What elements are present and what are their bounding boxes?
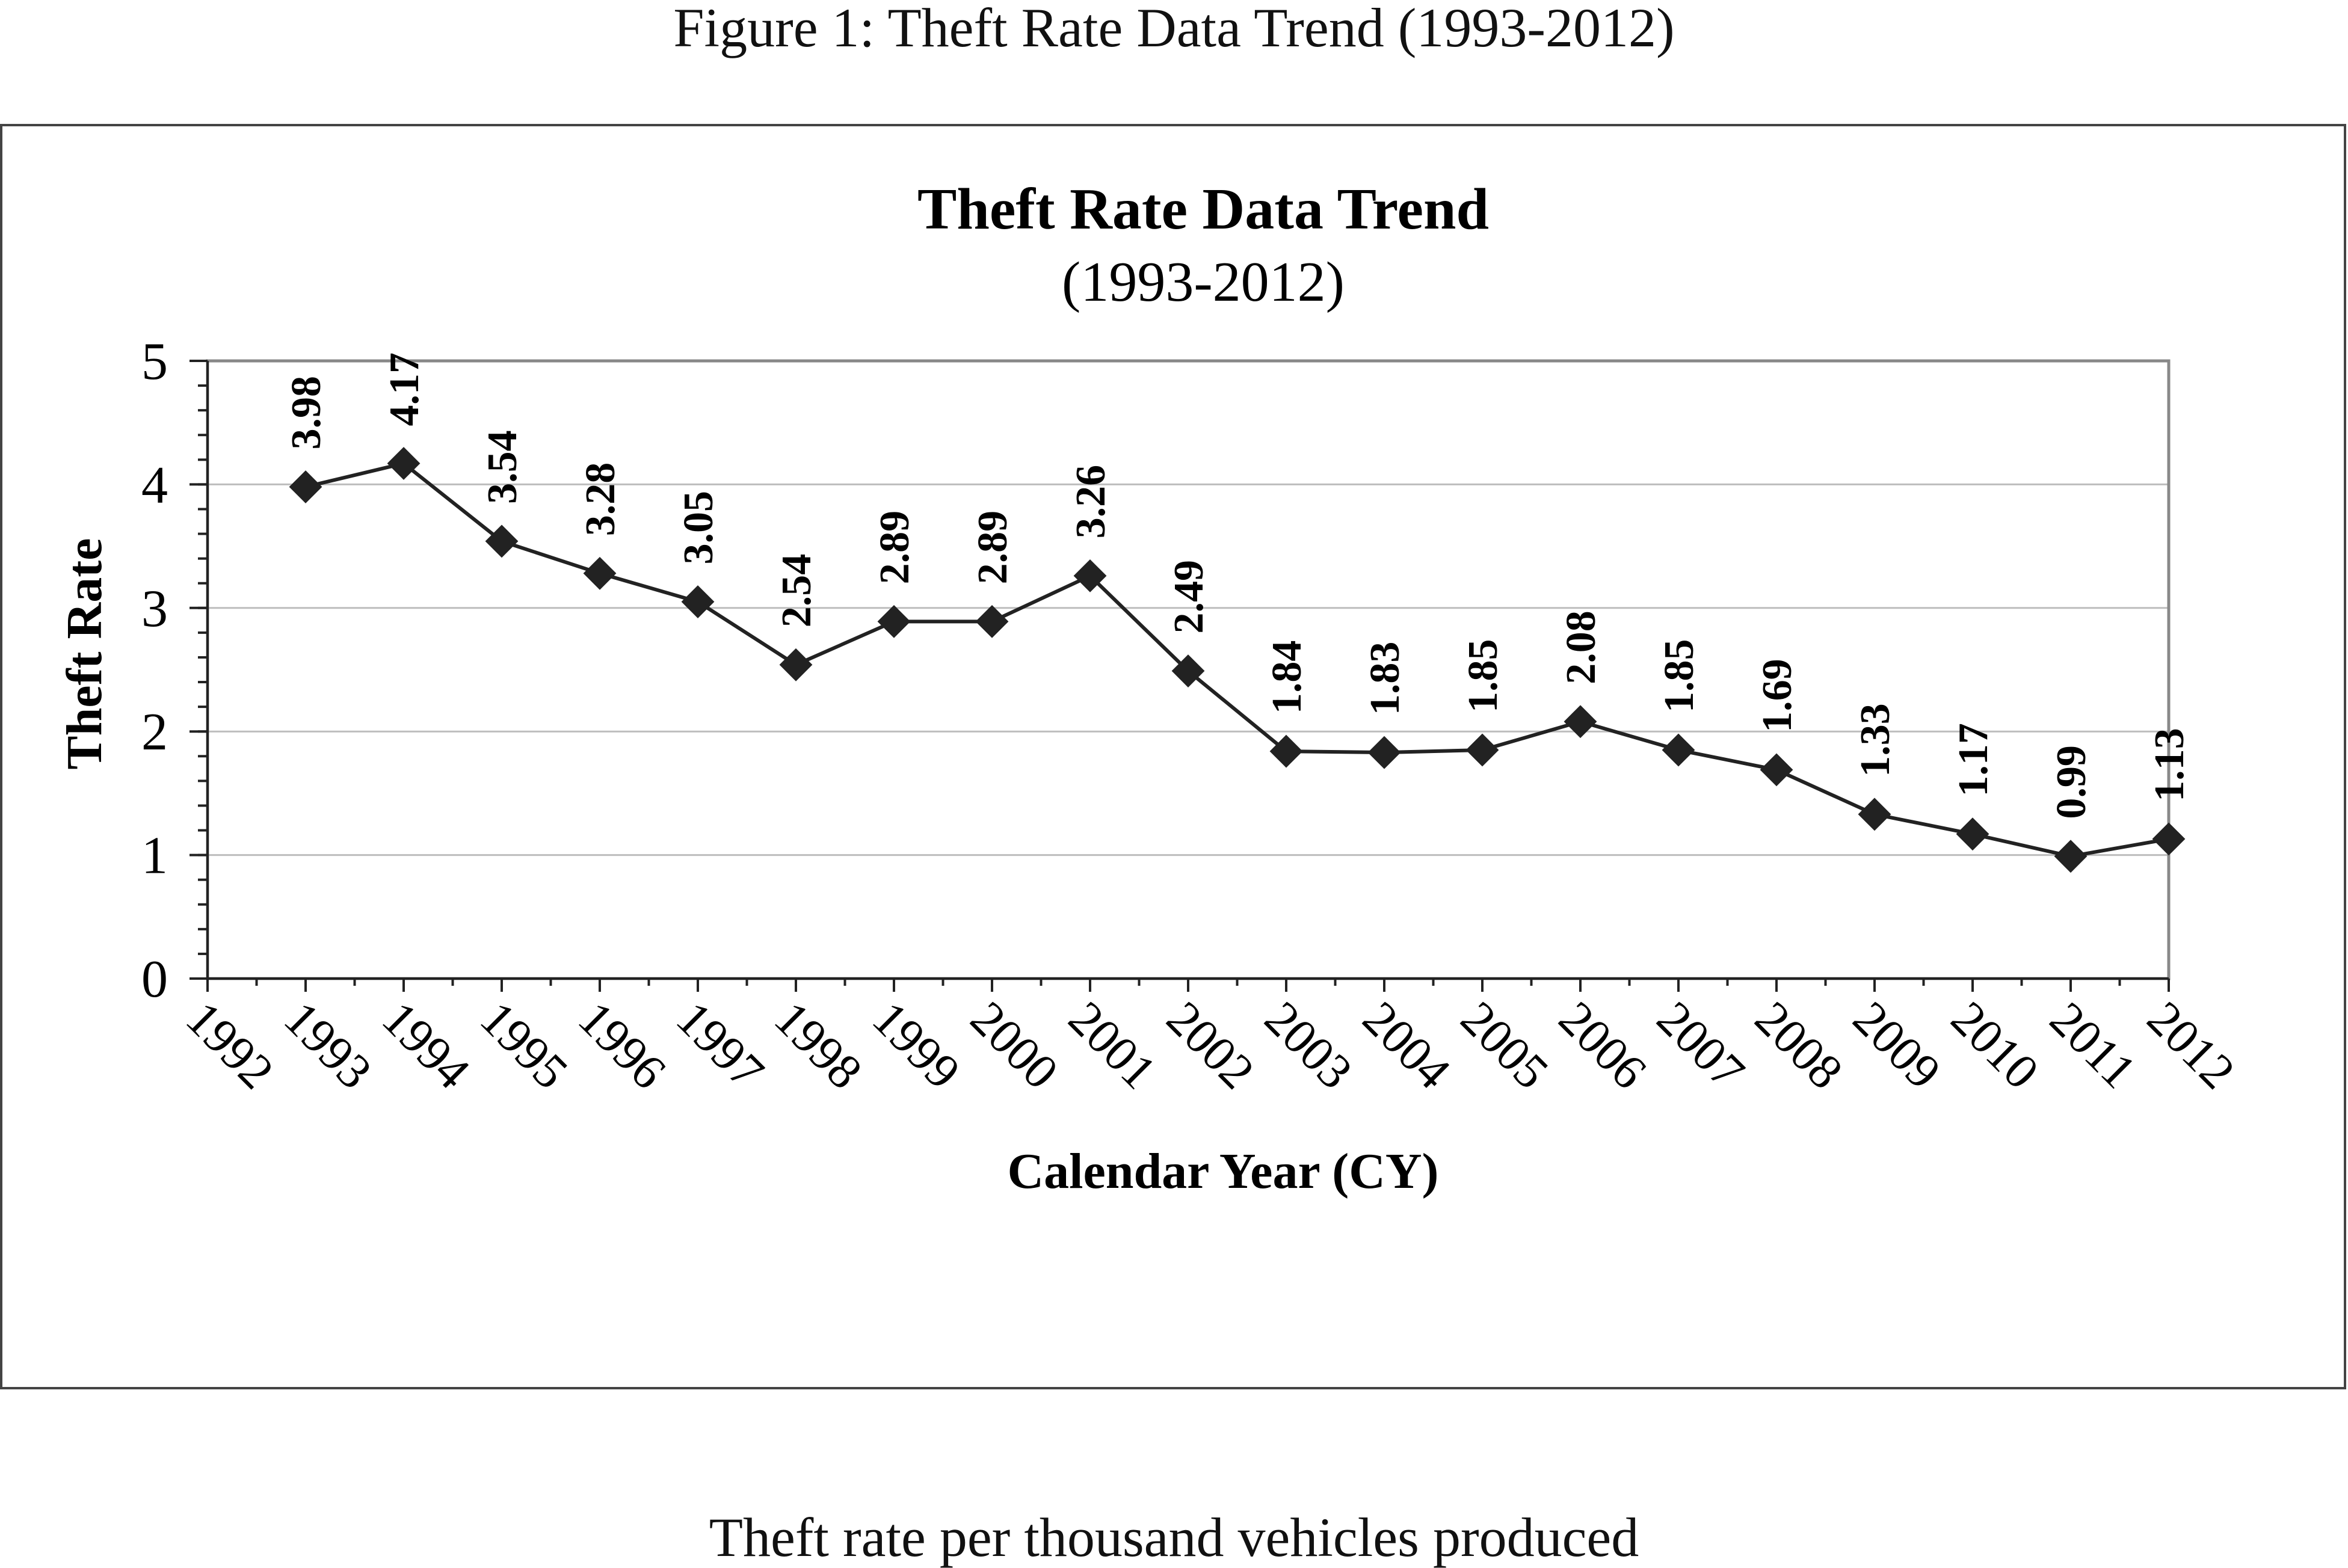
x-tick-label: 1993 <box>274 991 382 1099</box>
data-label-2005: 1.85 <box>1460 639 1506 713</box>
data-label-1996: 3.28 <box>578 463 624 537</box>
data-point-1999 <box>877 604 911 638</box>
data-label-2007: 1.85 <box>1656 639 1702 713</box>
x-tick-label: 1992 <box>176 991 284 1099</box>
x-tick-label: 2002 <box>1156 991 1265 1099</box>
figure-caption: Figure 1: Theft Rate Data Trend (1993-20… <box>673 0 1675 58</box>
data-label-2012: 1.13 <box>2146 728 2193 802</box>
data-point-2005 <box>1465 733 1499 767</box>
grid-layer <box>208 483 2169 856</box>
x-tick-label: 2008 <box>1745 991 1853 1099</box>
x-tick-label: 2007 <box>1647 991 1755 1099</box>
data-labels-layer: 3.98 4.17 3.54 3.28 3.05 2.54 2.89 2.89 3.26 2.49… <box>283 352 2193 819</box>
y-tick-label: 5 <box>141 333 168 391</box>
chart: Theft Rate Data Trend (1993-2012) 0 1 2 3 4 5… <box>0 124 2346 1389</box>
data-point-1996 <box>583 556 617 590</box>
data-label-2002: 2.49 <box>1166 560 1212 634</box>
x-tick-label: 1995 <box>470 991 578 1099</box>
x-tick-label: 2012 <box>2137 991 2245 1099</box>
x-tick-label: 1999 <box>862 991 970 1099</box>
chart-frame <box>0 124 2346 1389</box>
data-point-2008 <box>1760 753 1793 787</box>
axes-layer <box>190 360 2170 992</box>
data-label-1994: 4.17 <box>381 352 428 426</box>
data-point-2012 <box>2152 822 2186 856</box>
data-point-2011 <box>2054 840 2088 873</box>
data-point-2002 <box>1171 654 1205 687</box>
series-line <box>305 461 2169 858</box>
x-tick-label: 1994 <box>372 991 480 1099</box>
data-label-2004: 1.83 <box>1362 642 1408 716</box>
x-axis-title: Calendar Year (CY) <box>1007 1143 1438 1199</box>
data-point-2001 <box>1073 559 1107 592</box>
chart-title: Theft Rate Data Trend <box>917 177 1489 242</box>
figure-footnote: Theft rate per thousand vehicles produce… <box>709 1507 1639 1568</box>
data-point-2010 <box>1956 817 1989 851</box>
y-tick-label: 3 <box>141 580 168 638</box>
data-label-2001: 3.26 <box>1068 465 1114 539</box>
data-label-1995: 3.54 <box>479 430 526 504</box>
y-tick-label: 0 <box>141 950 168 1009</box>
data-point-2006 <box>1564 705 1597 739</box>
x-tick-label: 2009 <box>1843 991 1951 1099</box>
data-point-1997 <box>681 585 715 618</box>
data-point-2000 <box>975 604 1009 638</box>
x-tick-label: 1997 <box>666 991 774 1099</box>
x-tick-label: 2003 <box>1254 991 1363 1099</box>
data-label-1999: 2.89 <box>872 511 918 585</box>
chart-subtitle: (1993-2012) <box>1062 251 1345 313</box>
markers-layer <box>289 447 2186 873</box>
x-tick-label: 1998 <box>764 991 872 1099</box>
x-tick-label: 2000 <box>960 991 1068 1099</box>
data-label-2008: 1.69 <box>1754 659 1801 733</box>
data-label-2003: 1.84 <box>1264 641 1310 715</box>
x-tick-label: 2005 <box>1450 991 1559 1099</box>
x-tick-label: 2011 <box>2039 991 2146 1098</box>
x-tick-label: 2001 <box>1058 991 1166 1099</box>
y-tick-label: 2 <box>141 703 168 761</box>
x-tick-label: 2004 <box>1352 991 1461 1099</box>
data-label-2010: 1.17 <box>1950 723 1997 797</box>
data-label-2006: 2.08 <box>1558 610 1604 684</box>
data-point-1993 <box>289 470 322 503</box>
y-tick-label: 1 <box>141 827 168 885</box>
x-tick-label: 2010 <box>1941 991 2049 1099</box>
data-label-2011: 0.99 <box>2048 745 2095 819</box>
data-point-2004 <box>1367 736 1401 769</box>
data-label-2000: 2.89 <box>970 511 1016 585</box>
y-axis-title: Theft Rate <box>57 538 112 770</box>
x-tick-label: 2006 <box>1548 991 1657 1099</box>
x-tick-label: 1996 <box>568 991 676 1099</box>
tick-labels: 0123451992199319941995199619971998199920… <box>141 333 2246 1099</box>
data-point-1994 <box>387 447 421 480</box>
data-point-2003 <box>1269 734 1303 768</box>
data-point-1995 <box>485 524 519 558</box>
y-tick-label: 4 <box>141 456 168 514</box>
data-point-2007 <box>1662 733 1695 767</box>
data-label-1993: 3.98 <box>283 376 330 450</box>
data-label-1998: 2.54 <box>774 554 820 628</box>
data-label-2009: 1.33 <box>1852 703 1899 777</box>
data-point-2009 <box>1858 798 1891 831</box>
data-label-1997: 3.05 <box>676 491 722 565</box>
data-point-1998 <box>779 648 813 681</box>
